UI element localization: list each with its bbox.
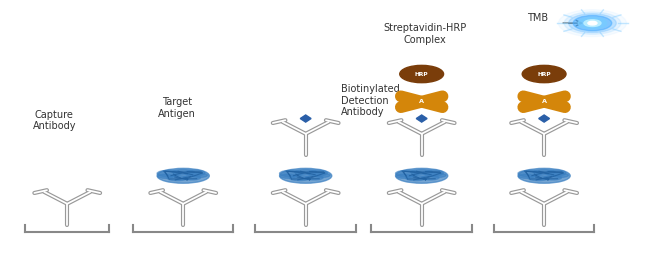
Polygon shape xyxy=(416,115,427,122)
Text: Streptavidin-HRP
Complex: Streptavidin-HRP Complex xyxy=(384,23,467,45)
Text: Target
Antigen: Target Antigen xyxy=(158,97,196,119)
Circle shape xyxy=(578,17,606,29)
Ellipse shape xyxy=(422,175,439,180)
Polygon shape xyxy=(539,115,549,122)
Text: HRP: HRP xyxy=(415,72,428,76)
Ellipse shape xyxy=(314,173,330,177)
Ellipse shape xyxy=(306,175,323,180)
Ellipse shape xyxy=(280,174,296,178)
Ellipse shape xyxy=(185,170,205,176)
Circle shape xyxy=(573,16,612,31)
Text: HRP: HRP xyxy=(538,72,551,76)
Ellipse shape xyxy=(396,170,419,177)
Ellipse shape xyxy=(406,176,426,181)
Ellipse shape xyxy=(519,174,535,178)
Text: A: A xyxy=(541,99,547,104)
Circle shape xyxy=(558,10,627,37)
Ellipse shape xyxy=(533,170,555,175)
Ellipse shape xyxy=(167,176,188,181)
Ellipse shape xyxy=(430,173,446,177)
Ellipse shape xyxy=(191,173,207,177)
Ellipse shape xyxy=(518,170,541,177)
Ellipse shape xyxy=(411,170,433,175)
Circle shape xyxy=(400,65,443,83)
Circle shape xyxy=(564,12,621,34)
Ellipse shape xyxy=(545,170,566,176)
Ellipse shape xyxy=(183,175,201,180)
Ellipse shape xyxy=(423,170,443,176)
Ellipse shape xyxy=(528,176,549,181)
Ellipse shape xyxy=(158,174,174,178)
Ellipse shape xyxy=(552,173,569,177)
Circle shape xyxy=(584,20,601,27)
Circle shape xyxy=(588,21,597,25)
Ellipse shape xyxy=(157,170,180,177)
Text: TMB: TMB xyxy=(527,13,548,23)
Text: Capture
Antibody: Capture Antibody xyxy=(32,110,76,131)
Ellipse shape xyxy=(396,174,412,178)
Ellipse shape xyxy=(294,170,317,175)
Circle shape xyxy=(569,14,616,32)
Ellipse shape xyxy=(396,168,448,183)
Ellipse shape xyxy=(280,168,332,183)
Ellipse shape xyxy=(518,168,570,183)
Ellipse shape xyxy=(544,175,562,180)
Ellipse shape xyxy=(280,170,303,177)
Polygon shape xyxy=(300,115,311,122)
Circle shape xyxy=(522,65,566,83)
Ellipse shape xyxy=(157,168,209,183)
Text: Biotinylated
Detection
Antibody: Biotinylated Detection Antibody xyxy=(341,84,400,118)
Ellipse shape xyxy=(307,170,328,176)
Ellipse shape xyxy=(172,170,194,175)
Ellipse shape xyxy=(290,176,310,181)
Text: A: A xyxy=(419,99,424,104)
